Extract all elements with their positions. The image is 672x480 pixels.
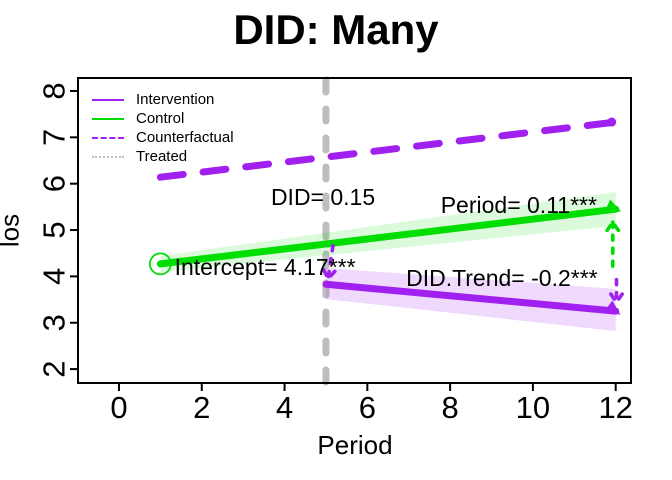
legend: Intervention Control Counterfactual Treated <box>92 90 234 166</box>
series-end-dot-counterfactual <box>607 117 617 127</box>
legend-line-sample-solid <box>92 117 124 120</box>
period-estimate: Period= 0.11*** <box>441 192 597 218</box>
legend-item-treated: Treated <box>92 147 234 166</box>
legend-line-sample-dotted <box>92 155 124 158</box>
series-line-counterfactual <box>156 118 620 181</box>
legend-label: Counterfactual <box>136 129 234 146</box>
legend-label: Treated <box>136 148 188 165</box>
did-arrow-head-0 <box>328 265 341 278</box>
y-axis-label: los <box>0 213 25 248</box>
x-tick-label: 10 <box>516 390 550 425</box>
start-point-marker-control <box>148 252 172 276</box>
did-trend-estimate: DID.Trend= -0.2*** <box>406 265 598 291</box>
legend-line-sample-solid <box>92 98 124 101</box>
x-tick-label: 8 <box>441 390 458 425</box>
y-tick-label: 5 <box>37 221 72 238</box>
legend-item-control: Control <box>92 109 234 128</box>
legend-label: Intervention <box>136 91 215 108</box>
x-axis-label: Period <box>317 430 393 460</box>
series-arrowhead-control <box>604 199 622 212</box>
y-tick-label: 8 <box>37 82 72 99</box>
did-estimate: DID= 0.15 <box>271 184 375 210</box>
did-arrow <box>326 243 335 281</box>
did-arrow-head-1 <box>319 263 329 277</box>
series-line-intervention <box>322 280 620 315</box>
series-arrowhead-intervention <box>604 300 621 315</box>
series-line-control <box>156 205 620 268</box>
control-drop-arrow-head-1 <box>613 223 624 237</box>
y-tick-label: 4 <box>37 268 72 285</box>
x-tick-label: 6 <box>359 390 376 425</box>
x-tick-label: 2 <box>193 390 210 425</box>
x-tick-label: 0 <box>110 390 127 425</box>
intervention-drop-arrow-head-0 <box>616 288 627 301</box>
legend-item-intervention: Intervention <box>92 90 234 109</box>
intervention-drop-arrow-head-1 <box>606 288 617 301</box>
x-tick-label: 4 <box>276 390 293 425</box>
y-tick-label: 7 <box>37 129 72 146</box>
legend-item-counterfactual: Counterfactual <box>92 128 234 147</box>
intercept-estimate: Intercept= 4.17*** <box>175 254 356 280</box>
control-drop-arrow-head-0 <box>602 223 613 237</box>
chart-title: DID: Many <box>233 6 439 53</box>
legend-label: Control <box>136 110 185 127</box>
x-tick-label: 12 <box>598 390 632 425</box>
y-tick-label: 3 <box>37 314 72 331</box>
legend-line-sample-dashed <box>92 136 124 139</box>
y-tick-label: 2 <box>37 360 72 377</box>
y-tick-label: 6 <box>37 175 72 192</box>
